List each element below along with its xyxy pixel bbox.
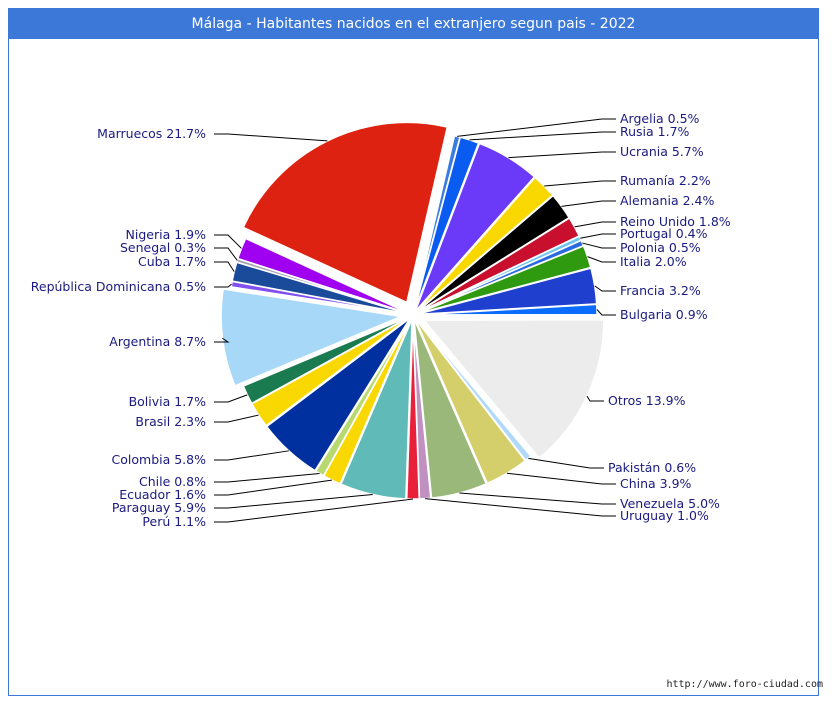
leader-line — [508, 151, 616, 159]
slice-label: Italia 2.0% — [620, 254, 687, 269]
pie-slice-perú — [405, 318, 421, 500]
slice-label: Reino Unido 1.8% — [620, 214, 731, 229]
leader-line — [214, 337, 230, 343]
leader-line — [214, 414, 259, 423]
slice-label: Bolivia 1.7% — [129, 394, 207, 409]
leader-line — [214, 394, 248, 403]
leader-line — [214, 283, 232, 288]
slice-label: Ecuador 1.6% — [119, 487, 206, 502]
slice-label: Chile 0.8% — [139, 474, 206, 489]
pie-slice-rusia — [413, 136, 480, 312]
pie-slice-colombia — [265, 317, 411, 472]
slice-label: Argelia 0.5% — [620, 111, 700, 126]
leader-line — [214, 450, 289, 461]
leader-line — [574, 221, 616, 228]
slice-label: Brasil 2.3% — [135, 414, 206, 429]
leader-line — [594, 285, 616, 292]
slice-label: Polonia 0.5% — [620, 240, 701, 255]
slice-label: Francia 3.2% — [620, 283, 701, 298]
leader-line — [528, 457, 604, 469]
slice-label: República Dominicana 0.5% — [31, 279, 206, 294]
pie-slice-chile — [314, 318, 412, 477]
leader-line — [582, 242, 616, 249]
chart-title: Málaga - Habitantes nacidos en el extran… — [9, 9, 818, 39]
slice-label: Portugal 0.4% — [620, 226, 708, 241]
leader-line — [587, 256, 616, 263]
slice-label: Rumanía 2.2% — [620, 173, 711, 188]
slice-label: Otros 13.9% — [608, 393, 686, 408]
source-url: http://www.foro-ciudad.com — [666, 679, 823, 690]
slice-label: Senegal 0.3% — [120, 240, 206, 255]
leader-line — [214, 498, 414, 523]
pie-slice-bolivia — [242, 316, 410, 405]
leader-line — [586, 395, 604, 402]
leader-line — [214, 261, 235, 272]
leader-line — [544, 180, 616, 187]
pie-slice-otros — [422, 319, 605, 460]
slice-label: Colombia 5.8% — [112, 452, 207, 467]
leader-line — [214, 133, 328, 142]
slice-label: Paraguay 5.9% — [112, 500, 206, 515]
leader-line — [459, 492, 616, 505]
leader-line — [457, 118, 616, 137]
leader-line — [214, 494, 373, 509]
pie-slice-paraguay — [339, 318, 413, 500]
chart-frame: Málaga - Habitantes nacidos en el extran… — [8, 8, 819, 696]
leader-line — [425, 498, 616, 517]
pie-slice-marruecos — [242, 121, 449, 304]
leader-line — [214, 479, 332, 496]
slice-label: Pakistán 0.6% — [608, 460, 696, 475]
slice-label: Ucrania 5.7% — [620, 144, 704, 159]
slice-label: Perú 1.1% — [142, 514, 206, 529]
slice-label: Rusia 1.7% — [620, 124, 690, 139]
leader-line — [214, 234, 242, 249]
leader-line — [506, 472, 616, 485]
slice-label: Argentina 8.7% — [109, 334, 206, 349]
slice-label: Marruecos 21.7% — [97, 126, 206, 141]
slice-label: Nigeria 1.9% — [126, 227, 207, 242]
slice-label: China 3.9% — [620, 476, 692, 491]
slice-label: Alemania 2.4% — [620, 193, 714, 208]
leader-line — [214, 473, 320, 483]
slice-label: Uruguay 1.0% — [620, 508, 709, 523]
slice-label: Venezuela 5.0% — [620, 496, 720, 511]
leader-line — [469, 131, 616, 141]
leader-line — [580, 233, 616, 239]
leader-line — [214, 247, 238, 261]
pie-slice-nigeria — [236, 237, 410, 315]
slice-label: Bulgaria 0.9% — [620, 307, 708, 322]
leader-line — [561, 200, 616, 207]
leader-line — [596, 309, 616, 316]
slice-label: Cuba 1.7% — [138, 254, 206, 269]
